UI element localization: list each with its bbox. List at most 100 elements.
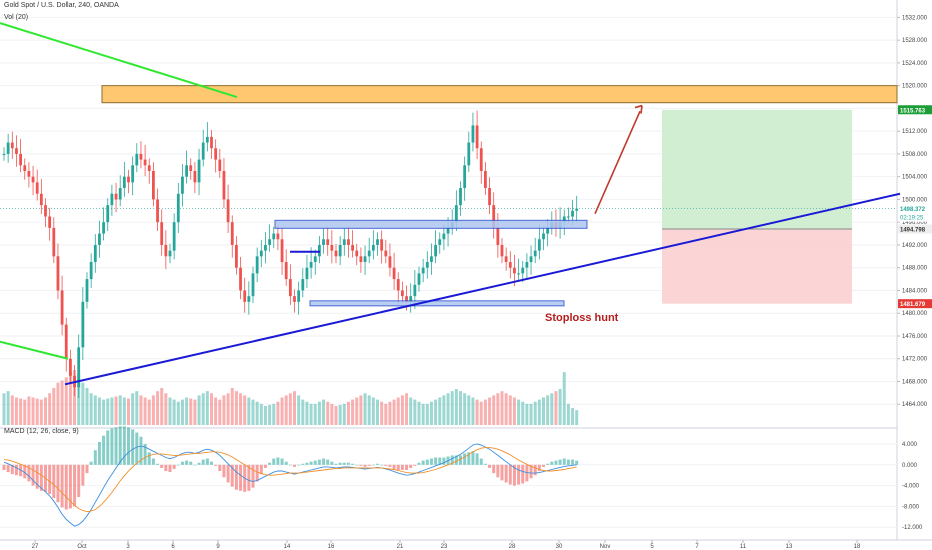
volume-bar — [222, 395, 226, 425]
macd-histogram-bar — [259, 464, 263, 475]
candle-body — [392, 267, 396, 280]
macd-histogram-bar — [384, 464, 388, 466]
volume-bar — [467, 395, 471, 425]
price-tick-label: 1524.000 — [902, 61, 928, 67]
candle-body — [48, 216, 52, 228]
candle-body — [272, 233, 276, 240]
time-tick-label: 14 — [284, 544, 291, 550]
candle-body — [230, 222, 234, 245]
time-tick-label: Nov — [600, 544, 611, 550]
candle-body — [334, 250, 338, 257]
macd-histogram-bar — [81, 464, 85, 486]
volume-bar — [363, 393, 367, 425]
candle-body — [318, 244, 321, 257]
countdown-badge: 02:19:25 — [900, 216, 924, 222]
volume-bar — [305, 401, 309, 425]
entry-price-badge-bg — [898, 224, 932, 234]
volume-bar — [147, 399, 151, 425]
macd-histogram-bar — [421, 460, 425, 465]
time-tick-label: 5 — [650, 544, 654, 550]
candle-body — [143, 159, 147, 166]
candle-body — [156, 199, 159, 223]
candle-body — [421, 267, 425, 274]
macd-histogram-bar — [23, 464, 27, 479]
volume-bar — [554, 391, 558, 425]
macd-histogram-bar — [529, 464, 533, 479]
macd-histogram-bar — [168, 464, 172, 473]
macd-histogram-bar — [467, 452, 471, 465]
volume-bar — [247, 397, 251, 425]
volume-bar — [533, 401, 537, 425]
macd-histogram-bar — [35, 464, 39, 489]
candle-body — [60, 290, 64, 325]
volume-bar — [463, 393, 467, 425]
macd-histogram-bar — [27, 464, 31, 482]
volume-bar — [566, 403, 570, 425]
macd-histogram-bar — [31, 464, 35, 486]
macd-tick-label: -12.000 — [902, 525, 923, 531]
price-tick-label: 1504.000 — [902, 175, 928, 181]
macd-tick-label: 4.000 — [902, 442, 918, 448]
candle-body — [85, 279, 89, 302]
macd-histogram-bar — [210, 461, 213, 465]
macd-histogram-bar — [60, 464, 64, 508]
macd-histogram-bar — [508, 464, 512, 485]
macd-tick-label: 0.000 — [902, 463, 918, 469]
volume-bar — [392, 399, 396, 425]
volume-bar — [263, 405, 267, 425]
macd-histogram-bar — [512, 464, 516, 486]
volume-bar — [64, 377, 68, 425]
macd-histogram-bar — [68, 464, 72, 509]
candle-body — [214, 148, 218, 160]
macd-histogram-bar — [571, 459, 575, 465]
candle-body — [69, 358, 72, 376]
macd-histogram-bar — [77, 464, 81, 498]
candle-body — [31, 176, 35, 183]
volume-bar — [172, 399, 176, 425]
macd-histogram-bar — [521, 464, 525, 484]
volume-bar — [409, 397, 413, 425]
macd-histogram-bar — [313, 460, 317, 465]
volume-bar — [537, 399, 541, 425]
macd-histogram-bar — [496, 464, 500, 478]
time-tick-label: 28 — [509, 544, 516, 550]
price-tick-label: 1532.000 — [902, 15, 928, 21]
candle-body — [176, 193, 180, 223]
volume-bar — [396, 397, 400, 425]
volume-bar — [400, 395, 404, 425]
candle-body — [475, 125, 479, 149]
candle-body — [463, 165, 467, 189]
macd-histogram-bar — [73, 464, 77, 507]
volume-bar — [122, 397, 126, 425]
last-price-badge-bg — [898, 204, 932, 214]
macd-histogram-bar — [363, 464, 367, 467]
macd-histogram-bar — [205, 458, 209, 465]
candle-body — [326, 239, 330, 245]
volume-bar — [176, 401, 180, 425]
macd-histogram-bar — [272, 458, 276, 465]
macd-histogram-bar — [176, 464, 180, 466]
volume-bar — [52, 387, 56, 425]
candle-body — [6, 142, 10, 154]
stoploss-hunt-label: Stoploss hunt — [545, 312, 619, 324]
macd-histogram-bar — [409, 464, 413, 468]
candle-body — [52, 227, 56, 257]
candle-body — [467, 142, 471, 166]
candle-body — [396, 279, 400, 291]
volume-bar — [185, 397, 189, 425]
volume-bar — [27, 396, 31, 425]
macd-histogram-bar — [330, 461, 334, 465]
volume-bar — [268, 404, 272, 425]
stop-price-badge: 1481.679 — [900, 302, 926, 308]
price-tick-label: 1528.000 — [902, 38, 928, 44]
volume-bar — [6, 391, 10, 425]
macd-histogram-bar — [122, 426, 126, 465]
macd-histogram-bar — [413, 464, 417, 466]
volume-bar — [14, 397, 18, 425]
volume-bar — [243, 395, 247, 425]
macd-histogram-bar — [546, 463, 550, 465]
macd-histogram-bar — [504, 464, 508, 483]
candle-body — [533, 250, 537, 257]
macd-histogram-bar — [172, 464, 176, 469]
